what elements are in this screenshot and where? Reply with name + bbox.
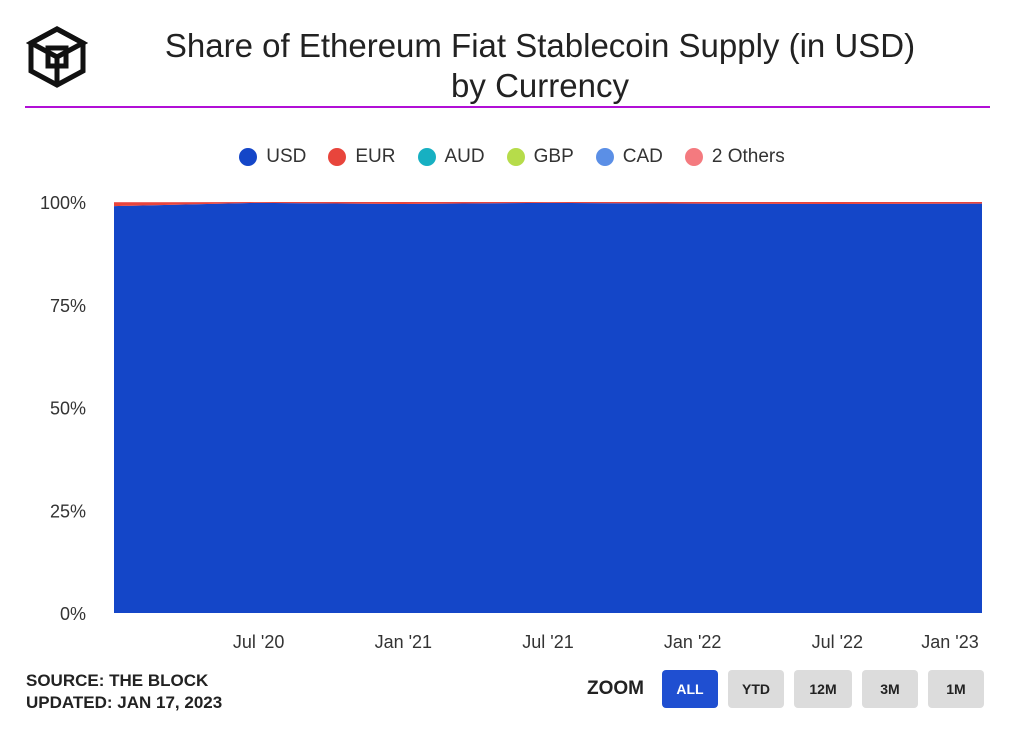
source-text: SOURCE: THE BLOCK: [26, 671, 209, 690]
y-tick-label: 75%: [50, 296, 86, 316]
x-tick-label: Jul '20: [233, 632, 284, 652]
legend-label: 2 Others: [711, 146, 785, 167]
chart-legend: USD EUR AUD GBP CAD 2 Others: [0, 146, 1024, 168]
stacked-area-chart: 100% 75% 50% 25% 0% Jul '20 Jan '21 Jul '21 Jan …: [40, 193, 982, 652]
area-series-eur[interactable]: [114, 202, 982, 207]
x-tick-label: Jul '21: [522, 632, 573, 652]
chart-title: Share of Ethereum Fiat Stablecoin Supply…: [164, 27, 916, 104]
legend-item-gbp[interactable]: GBP: [506, 146, 574, 168]
x-tick-label: Jan '22: [664, 632, 721, 652]
zoom-12m-button[interactable]: 12M: [794, 670, 852, 708]
legend-label: CAD: [622, 146, 663, 167]
legend-label: AUD: [444, 146, 485, 167]
legend-marker: [595, 148, 614, 166]
x-tick-label: Jul '22: [812, 632, 863, 652]
legend-marker: [506, 148, 525, 166]
y-tick-label: 100%: [40, 193, 86, 213]
zoom-label: ZOOM: [587, 678, 644, 699]
the-block-logo-icon: [25, 26, 89, 88]
y-tick-label: 50%: [50, 399, 86, 419]
legend-label: GBP: [533, 146, 574, 167]
zoom-all-button[interactable]: ALL: [662, 670, 718, 708]
legend-marker: [417, 148, 436, 166]
legend-item-usd[interactable]: USD: [239, 146, 306, 168]
updated-text: UPDATED: JAN 17, 2023: [26, 693, 223, 712]
legend-label: USD: [266, 146, 307, 167]
area-series-usd[interactable]: [114, 202, 982, 613]
legend-item-cad[interactable]: CAD: [595, 146, 663, 168]
legend-label: EUR: [355, 146, 396, 167]
y-tick-label: 0%: [60, 604, 86, 624]
legend-item-aud[interactable]: AUD: [417, 146, 485, 168]
title-divider: [25, 106, 990, 108]
legend-item-eur[interactable]: EUR: [328, 146, 396, 168]
y-tick-label: 25%: [50, 501, 86, 521]
legend-marker: [328, 148, 347, 166]
legend-item-others[interactable]: 2 Others: [684, 146, 785, 168]
zoom-controls: ZOOM ALL YTD 12M 3M 1M: [587, 670, 984, 708]
zoom-3m-button[interactable]: 3M: [862, 670, 918, 708]
zoom-1m-button[interactable]: 1M: [928, 670, 984, 708]
legend-marker: [684, 148, 703, 166]
legend-marker: [239, 148, 258, 166]
source-block: SOURCE: THE BLOCK UPDATED: JAN 17, 2023: [26, 670, 222, 714]
x-tick-label: Jan '21: [375, 632, 432, 652]
x-tick-label: Jan '23: [921, 632, 978, 652]
zoom-ytd-button[interactable]: YTD: [728, 670, 784, 708]
